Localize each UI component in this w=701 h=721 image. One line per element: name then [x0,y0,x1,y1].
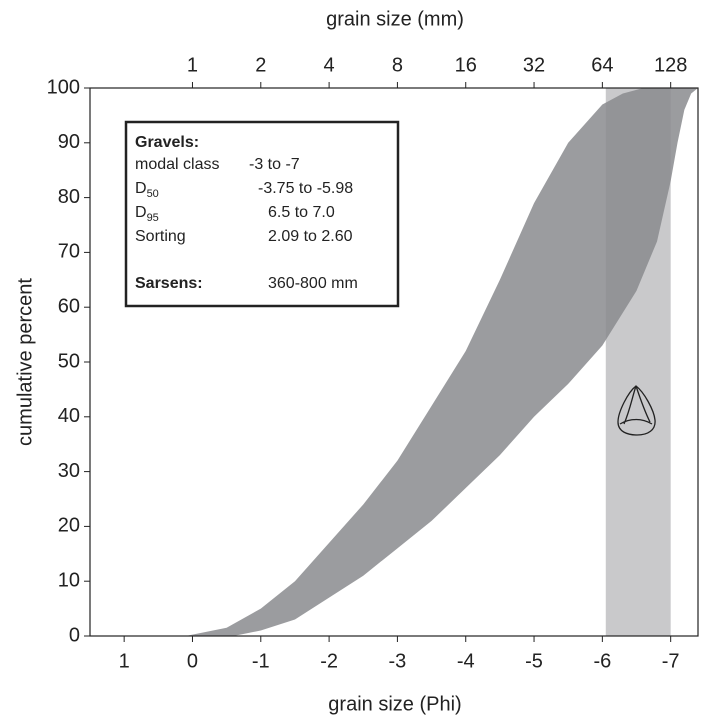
y-tick-label: 20 [58,515,80,537]
x-tick-label: -3 [389,650,407,672]
y-tick-label: 10 [58,569,80,591]
box-row-label: D50 [135,180,159,200]
y-axis-title: cumulative percent [14,278,36,446]
x2-axis-title: grain size (mm) [326,8,464,30]
x-tick-label: -5 [525,650,543,672]
x-tick-label: 1 [119,650,130,672]
grain-size-band [185,88,698,636]
sarsen-outline [617,385,656,436]
x2-tick-label: 128 [654,54,687,76]
x2-tick-label: 16 [455,54,477,76]
box-row-label-text: modal class [135,156,219,173]
x-tick-label: -7 [662,650,680,672]
x-axis-title: grain size (Phi) [328,693,461,715]
box-row-value: 2.09 to 2.60 [268,228,353,245]
box-row-label-text: Sorting [135,228,186,245]
y-tick-label: 70 [58,241,80,263]
x2-tick-label: 1 [187,54,198,76]
y-tick-label: 60 [58,295,80,317]
box-row-label-text: D [135,180,147,197]
x-tick-label: -6 [593,650,611,672]
box-row-label-sub: 50 [147,188,159,200]
y-tick-label: 90 [58,131,80,153]
x-tick-label: -2 [320,650,338,672]
box-title: Gravels: [135,134,199,151]
box-row-label-sub: 95 [147,212,159,224]
x2-tick-label: 8 [392,54,403,76]
box-row-label: modal class [135,156,219,173]
info-box: Gravels: modal class -3 to -7 D50 -3.75 to -… [124,120,400,308]
box-row-label-text: D [135,204,147,221]
y-tick-label: 80 [58,186,80,208]
x-tick-label: -1 [252,650,270,672]
y-tick-label: 100 [47,76,80,98]
x-tick-label: 0 [187,650,198,672]
box-row-value: -3.75 to -5.98 [258,180,353,197]
info-box-frame [124,120,400,308]
box-footer-value: 360-800 mm [268,275,358,292]
x2-tick-label: 4 [324,54,335,76]
box-row-label: D95 [135,204,159,224]
box-row-value: 6.5 to 7.0 [268,204,335,221]
x2-tick-label: 2 [255,54,266,76]
x-tick-label: -4 [457,650,475,672]
box-row-label: Sorting [135,228,186,245]
y-tick-label: 50 [58,350,80,372]
x2-tick-label: 32 [523,54,545,76]
box-row-value: -3 to -7 [249,156,300,173]
y-tick-label: 0 [69,624,80,646]
y-tick-label: 40 [58,405,80,427]
sarsen-icon [617,385,656,436]
x2-tick-label: 64 [591,54,613,76]
box-footer-label: Sarsens: [135,275,203,292]
sarsen-facet [619,385,653,425]
y-tick-label: 30 [58,460,80,482]
